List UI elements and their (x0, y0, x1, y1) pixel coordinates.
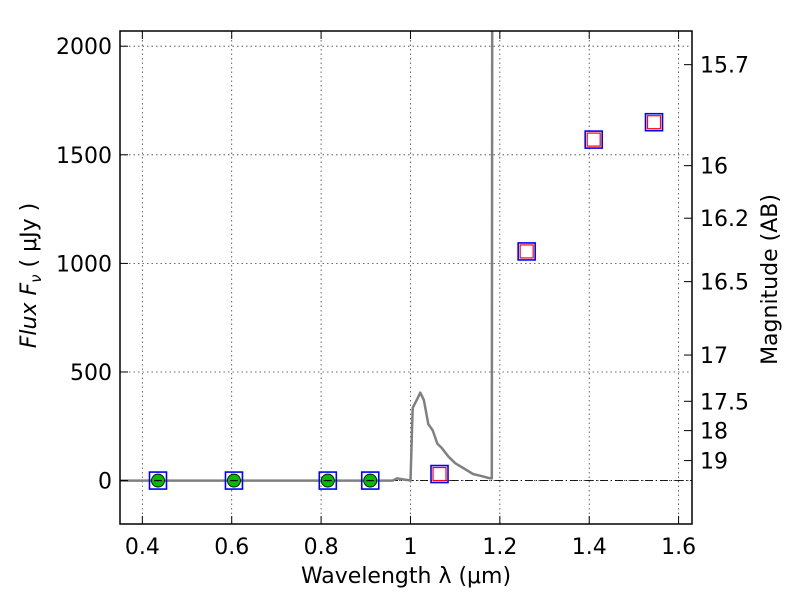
observed-upper-limit-point (519, 244, 534, 259)
magnitude-axis-label: Magnitude (AB) (758, 194, 783, 365)
magnitude-tick-label: 16.5 (700, 271, 749, 296)
observed-upper-limit-point (646, 115, 662, 130)
model-photometry-point (430, 464, 449, 484)
model-photometry-point (360, 471, 380, 490)
magnitude-tick-label: 15.7 (700, 54, 749, 79)
y-axis-label-sub: ν (27, 274, 45, 282)
magnitude-tick-label: 17 (700, 344, 728, 369)
x-tick-label: 1.2 (482, 535, 517, 560)
model-spectrum-line (120, 31, 494, 482)
y-tick-label: 1500 (56, 144, 112, 169)
magnitude-tick-label: 16.2 (700, 207, 749, 232)
model-photometry-point (644, 112, 664, 132)
y-axis-label: Flux Fν ( μJy ) (17, 203, 45, 348)
magnitude-tick-label: 17.5 (700, 390, 749, 415)
observed-upper-limit-point (586, 132, 601, 147)
magnitude-tick-label: 18 (700, 420, 728, 445)
model-photometry-point (517, 242, 536, 261)
x-tick-label: 0.8 (304, 535, 339, 560)
x-tick-label: 1.4 (572, 535, 607, 560)
plot-series (120, 31, 664, 490)
x-tick-label: 0.4 (125, 535, 160, 560)
x-tick-label: 1 (403, 535, 417, 560)
observed-upper-limit-point (432, 466, 447, 482)
y-tick-label: 500 (70, 361, 112, 386)
y-tick-label: 2000 (56, 35, 112, 60)
magnitude-tick-label: 16 (700, 155, 728, 180)
y-axis-label-unit: ( μJy ) (17, 203, 42, 275)
model-photometry-point (318, 471, 338, 490)
x-tick-label: 1.6 (661, 535, 696, 560)
x-tick-label: 0.6 (214, 535, 249, 560)
x-axis-label: Wavelength λ (μm) (301, 564, 511, 589)
model-photometry-point (148, 471, 168, 490)
axis-ticks: 0.4 0.6 0.8 1 1.2 1.4 1.6 0 500 1000 1500 2000 15.7 1… (56, 31, 749, 560)
grid-lines (120, 31, 692, 524)
model-photometry-point (584, 130, 603, 149)
y-tick-label: 0 (98, 470, 112, 495)
model-photometry-point (224, 471, 244, 490)
magnitude-tick-label: 19 (700, 450, 728, 475)
y-tick-label: 1000 (56, 252, 112, 277)
y-axis-label-main: Flux F (17, 282, 42, 348)
plot-frame (119, 30, 693, 525)
